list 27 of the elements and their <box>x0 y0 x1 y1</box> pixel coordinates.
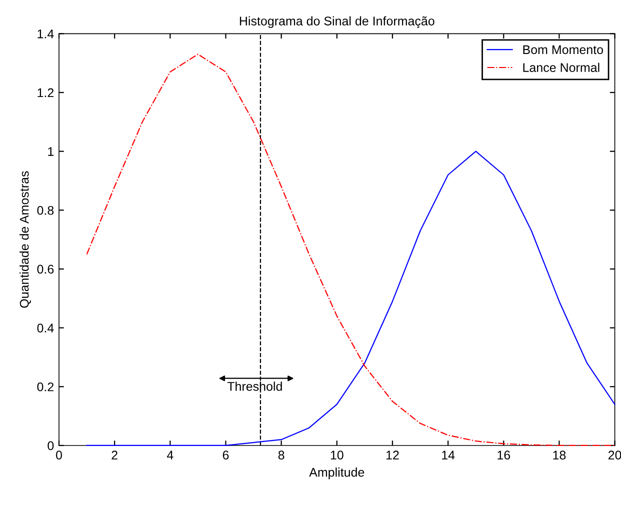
x-tick-label: 10 <box>330 450 344 460</box>
chart-title: Histograma do Sinal de Informação <box>240 16 434 28</box>
x-tick-label: 8 <box>278 450 284 460</box>
legend-label: Lance Normal <box>523 62 600 72</box>
y-tick-label: 1.4 <box>38 30 54 38</box>
y-tick-label: 0.8 <box>37 206 54 215</box>
y-tick-label: 1.2 <box>38 88 54 98</box>
y-axis-title: Quantidade de Amostras <box>20 171 31 308</box>
line-series <box>86 54 616 446</box>
x-tick-label: 6 <box>222 450 229 460</box>
x-tick-label: 14 <box>442 450 455 460</box>
y-tick-label: 0.2 <box>37 382 54 392</box>
y-tick-label: 0.4 <box>37 324 54 332</box>
x-tick-label: 16 <box>498 450 510 460</box>
y-tick-label: 1 <box>48 147 54 156</box>
x-tick-label: 0 <box>56 450 62 460</box>
legend-label: Bom Momento <box>523 45 604 54</box>
x-tick-label: 2 <box>112 450 118 460</box>
x-axis-title: Amplitude <box>309 468 364 480</box>
annotation: Threshold <box>227 382 282 391</box>
y-tick-label: 0 <box>48 441 54 450</box>
y-tick-label: 0.6 <box>37 264 54 274</box>
x-tick-label: 20 <box>608 450 621 460</box>
x-tick-label: 18 <box>553 450 566 460</box>
line-series <box>86 150 616 446</box>
x-tick-label: 4 <box>166 450 174 460</box>
x-tick-label: 12 <box>386 450 399 460</box>
